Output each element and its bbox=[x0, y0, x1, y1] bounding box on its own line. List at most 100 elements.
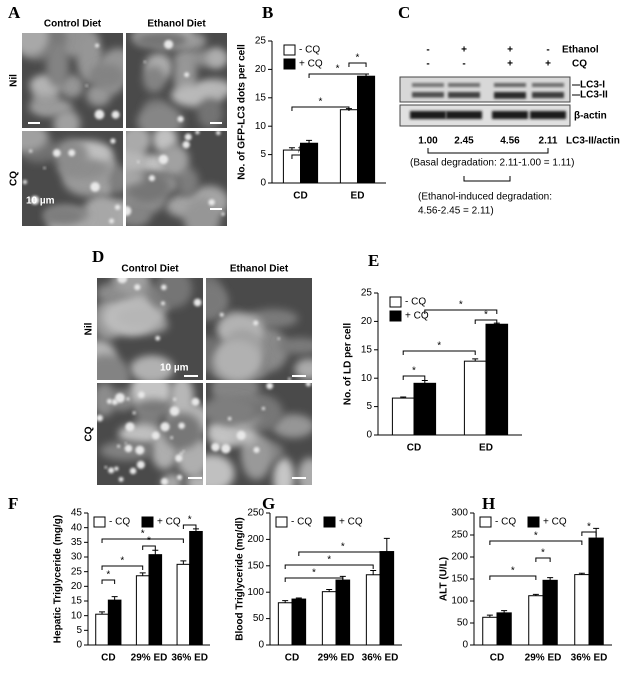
cell bbox=[126, 131, 152, 154]
dot bbox=[117, 444, 121, 448]
y-tick-label: 200 bbox=[451, 552, 468, 563]
significance-bracket bbox=[348, 62, 367, 67]
legend-label: - CQ bbox=[405, 297, 426, 308]
significance-bracket bbox=[101, 579, 116, 584]
band bbox=[532, 92, 564, 99]
cell bbox=[273, 457, 295, 485]
error-bar bbox=[288, 147, 295, 151]
cell bbox=[197, 97, 223, 128]
significance-label: * bbox=[541, 548, 545, 559]
dot bbox=[195, 131, 200, 135]
band bbox=[494, 92, 526, 99]
dot bbox=[211, 442, 220, 452]
cell bbox=[184, 197, 221, 226]
micrograph bbox=[97, 383, 203, 485]
significance-bracket bbox=[474, 319, 498, 324]
y-tick-label: 50 bbox=[253, 613, 265, 624]
y-tick-label: 10 bbox=[255, 121, 267, 132]
error-bar bbox=[111, 596, 118, 601]
significance-label: * bbox=[412, 366, 416, 377]
bar bbox=[335, 579, 351, 646]
micrograph-content bbox=[22, 131, 123, 226]
dot bbox=[109, 218, 115, 224]
error-bar bbox=[370, 570, 377, 575]
column-header: Ethanol Diet bbox=[230, 264, 289, 275]
significance-label: * bbox=[356, 53, 360, 64]
dot bbox=[155, 335, 161, 341]
x-tick-label: 36% ED bbox=[362, 653, 399, 664]
cell bbox=[22, 131, 49, 152]
column-header: Ethanol Diet bbox=[147, 19, 206, 30]
bar bbox=[107, 599, 122, 646]
cell bbox=[97, 383, 117, 417]
row-label: CQ bbox=[572, 59, 587, 70]
y-axis-label: Blood Triglyceride (mg/dl) bbox=[235, 517, 246, 640]
dot bbox=[160, 422, 170, 432]
y-tick-label: 0 bbox=[462, 640, 468, 651]
cq-sign: - bbox=[426, 59, 429, 70]
x-tick-label: 29% ED bbox=[525, 653, 562, 664]
dot bbox=[176, 474, 183, 480]
ratio-label: LC3-II/actin bbox=[566, 136, 620, 147]
note: (Ethanol-induced degradation: bbox=[418, 192, 552, 203]
x-tick-label: CD bbox=[407, 443, 421, 454]
row-label: CQ bbox=[84, 426, 95, 441]
micrograph-content bbox=[126, 131, 227, 226]
panel-label: H bbox=[482, 494, 495, 513]
dot bbox=[184, 72, 190, 78]
dot bbox=[261, 406, 266, 411]
significance-label: * bbox=[534, 531, 538, 542]
dot bbox=[305, 383, 312, 387]
micrograph-content bbox=[206, 383, 312, 485]
y-tick-label: 35 bbox=[71, 537, 83, 548]
significance-bracket bbox=[284, 577, 344, 582]
y-tick-label: 50 bbox=[457, 618, 469, 629]
x-tick-label: 36% ED bbox=[171, 653, 208, 664]
bar bbox=[496, 612, 512, 646]
cell bbox=[22, 33, 49, 56]
significance-bracket bbox=[424, 309, 498, 314]
y-tick-label: 15 bbox=[255, 92, 267, 103]
x-tick-label: 29% ED bbox=[318, 653, 355, 664]
panel-label: G bbox=[262, 494, 275, 513]
cell bbox=[136, 33, 189, 50]
y-tick-label: 40 bbox=[71, 522, 83, 533]
y-axis-label: No. of GFP-LC3 dots per cell bbox=[237, 44, 248, 180]
significance-bracket bbox=[489, 575, 537, 580]
y-tick-label: 20 bbox=[71, 581, 83, 592]
y-tick-label: 15 bbox=[71, 596, 83, 607]
band bbox=[492, 111, 528, 119]
error-bar bbox=[282, 600, 289, 603]
y-tick-label: 0 bbox=[258, 640, 264, 651]
y-tick-label: 200 bbox=[247, 534, 264, 545]
dot bbox=[97, 414, 103, 422]
dot bbox=[163, 39, 174, 50]
dot bbox=[193, 298, 202, 307]
significance-label: * bbox=[147, 536, 151, 547]
error-bar bbox=[180, 560, 187, 565]
error-bar bbox=[400, 396, 407, 399]
y-tick-label: 100 bbox=[451, 596, 468, 607]
legend-label: - CQ bbox=[109, 517, 130, 528]
panel-label: D bbox=[92, 247, 104, 266]
dot bbox=[137, 160, 140, 164]
ethanol-sign: - bbox=[546, 45, 549, 56]
legend-swatch bbox=[389, 296, 402, 308]
dot bbox=[158, 154, 169, 165]
y-tick-label: 0 bbox=[260, 178, 266, 189]
panel-label: C bbox=[398, 3, 410, 22]
y-axis-label: Hepatic Triglyceride (mg/g) bbox=[53, 515, 64, 643]
legend-label: - CQ bbox=[291, 517, 312, 528]
blot bbox=[399, 104, 571, 127]
dot bbox=[253, 446, 260, 453]
legend-swatch bbox=[283, 44, 296, 56]
x-tick-label: CD bbox=[293, 191, 307, 202]
legend-swatch bbox=[141, 516, 154, 528]
significance-label: * bbox=[327, 555, 331, 566]
micrograph-content bbox=[22, 33, 123, 128]
y-tick-label: 20 bbox=[255, 64, 267, 75]
legend-label: + CQ bbox=[299, 59, 323, 70]
legend-label: + CQ bbox=[157, 517, 181, 528]
cell bbox=[206, 396, 256, 426]
ratio: 4.56 bbox=[500, 136, 520, 147]
